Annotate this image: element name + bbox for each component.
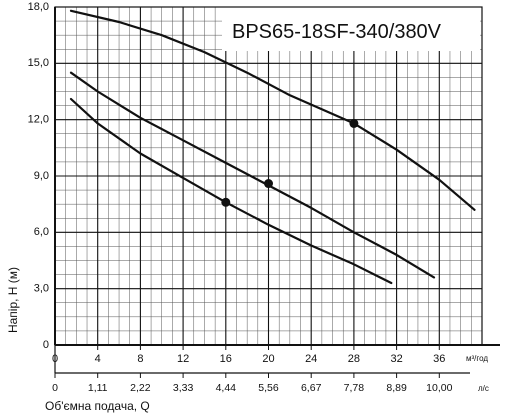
y-tick-label: 12,0 bbox=[28, 114, 49, 126]
x2-tick-label: 5,56 bbox=[258, 382, 279, 394]
series-line bbox=[69, 9, 476, 211]
x2-tick-label: 2,22 bbox=[130, 382, 151, 394]
x2-tick-labels: 0 1,11 2,22 3,33 4,44 5,56 6,67 7,78 8,89 10,00 bbox=[52, 382, 453, 394]
title-background bbox=[222, 7, 480, 51]
y-tick-label: 6,0 bbox=[34, 226, 49, 238]
series-layer bbox=[69, 9, 476, 285]
x2-tick-label: 10,00 bbox=[426, 382, 452, 394]
marker-layer bbox=[221, 118, 359, 207]
x-tick-label: 20 bbox=[262, 353, 274, 365]
y-axis-label: Напір, H (м) bbox=[6, 267, 20, 333]
x2-tick-label: 6,67 bbox=[301, 382, 322, 394]
y-tick-label: 18,0 bbox=[28, 1, 49, 13]
operating-point-marker bbox=[264, 179, 273, 189]
y-tick-label: 15,0 bbox=[28, 57, 49, 69]
x-tick-label: 8 bbox=[137, 353, 143, 365]
x-tick-label: 24 bbox=[305, 353, 317, 365]
x2-tick-label: 4,44 bbox=[216, 382, 237, 394]
x-tick-label: 32 bbox=[390, 353, 402, 365]
x2-tick-label: 1,11 bbox=[88, 382, 108, 394]
x-tick-label: 36 bbox=[433, 353, 445, 365]
x2-tick-label: 3,33 bbox=[173, 382, 194, 394]
x-tick-label: 16 bbox=[220, 353, 232, 365]
x-tick-label: 4 bbox=[95, 353, 101, 365]
y-tick-label: 3,0 bbox=[34, 283, 49, 295]
x2-tick-label: 7,78 bbox=[344, 382, 365, 394]
y-tick-labels: 0 3,0 6,0 9,0 12,0 15,0 18,0 bbox=[28, 1, 49, 351]
operating-point-marker bbox=[349, 118, 359, 128]
x-tick-label: 12 bbox=[177, 353, 189, 365]
operating-point-marker bbox=[221, 197, 231, 207]
x-tick-label: 28 bbox=[348, 353, 360, 365]
x2-tick-label: 0 bbox=[52, 382, 58, 394]
y-tick-label: 0 bbox=[43, 339, 49, 351]
chart-title: BPS65-18SF-340/380V bbox=[232, 21, 442, 43]
x-axis-label: Об'ємна подача, Q bbox=[45, 399, 150, 413]
x-tick-labels: 0 4 8 12 16 20 24 28 32 36 bbox=[52, 353, 445, 365]
x2-unit-label: л/с bbox=[478, 384, 489, 393]
axes bbox=[54, 6, 500, 378]
x-tick-label: 0 bbox=[52, 353, 58, 365]
x-unit-label: м³/год bbox=[466, 354, 488, 363]
major-grid bbox=[55, 7, 482, 345]
y-tick-label: 9,0 bbox=[34, 170, 49, 182]
series-line bbox=[69, 71, 436, 279]
x2-tick-label: 8,89 bbox=[386, 382, 407, 394]
